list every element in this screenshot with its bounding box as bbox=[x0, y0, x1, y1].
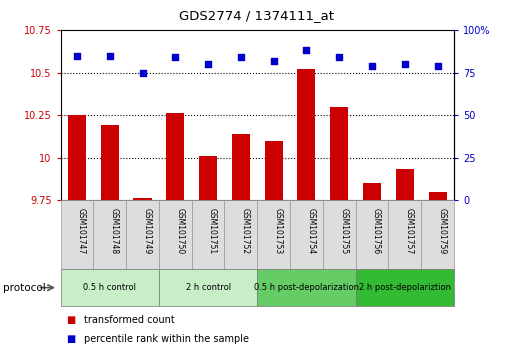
Bar bbox=[159, 200, 192, 269]
Bar bbox=[232, 134, 250, 200]
Bar bbox=[133, 198, 151, 200]
Point bbox=[302, 48, 310, 53]
Point bbox=[171, 55, 180, 60]
Bar bbox=[68, 115, 86, 200]
Bar bbox=[159, 269, 257, 306]
Bar bbox=[126, 200, 159, 269]
Text: GSM101749: GSM101749 bbox=[143, 208, 151, 255]
Bar bbox=[61, 269, 159, 306]
Bar bbox=[323, 200, 356, 269]
Text: transformed count: transformed count bbox=[84, 315, 174, 325]
Text: percentile rank within the sample: percentile rank within the sample bbox=[84, 333, 249, 344]
Point bbox=[269, 58, 278, 63]
Point bbox=[335, 55, 343, 60]
Text: 2 h control: 2 h control bbox=[186, 283, 231, 292]
Bar bbox=[330, 107, 348, 200]
Text: GSM101747: GSM101747 bbox=[77, 208, 86, 255]
Text: 0.5 h post-depolarization: 0.5 h post-depolarization bbox=[254, 283, 359, 292]
Point bbox=[237, 55, 245, 60]
Bar bbox=[388, 200, 421, 269]
Bar bbox=[101, 125, 119, 200]
Bar bbox=[290, 200, 323, 269]
Text: GSM101748: GSM101748 bbox=[110, 208, 119, 255]
Text: GSM101755: GSM101755 bbox=[339, 208, 348, 255]
Text: ■: ■ bbox=[66, 333, 75, 344]
Bar bbox=[93, 200, 126, 269]
Point bbox=[204, 61, 212, 67]
Text: GSM101754: GSM101754 bbox=[306, 208, 315, 255]
Text: GSM101756: GSM101756 bbox=[372, 208, 381, 255]
Bar bbox=[428, 192, 447, 200]
Bar bbox=[257, 200, 290, 269]
Point bbox=[73, 53, 81, 58]
Point bbox=[368, 63, 376, 69]
Text: GSM101759: GSM101759 bbox=[438, 208, 447, 255]
Bar bbox=[199, 156, 217, 200]
Bar bbox=[61, 200, 93, 269]
Bar bbox=[298, 69, 315, 200]
Text: GSM101751: GSM101751 bbox=[208, 208, 217, 255]
Point bbox=[106, 53, 114, 58]
Bar bbox=[396, 170, 414, 200]
Point bbox=[433, 63, 442, 69]
Point bbox=[401, 61, 409, 67]
Bar bbox=[356, 269, 454, 306]
Text: GDS2774 / 1374111_at: GDS2774 / 1374111_at bbox=[179, 9, 334, 22]
Point bbox=[139, 70, 147, 75]
Bar bbox=[421, 200, 454, 269]
Bar bbox=[166, 113, 184, 200]
Text: protocol: protocol bbox=[3, 282, 45, 293]
Bar bbox=[363, 183, 381, 200]
Bar bbox=[257, 269, 356, 306]
Text: GSM101752: GSM101752 bbox=[241, 208, 250, 255]
Bar bbox=[225, 200, 257, 269]
Bar bbox=[265, 141, 283, 200]
Bar bbox=[192, 200, 225, 269]
Text: GSM101757: GSM101757 bbox=[405, 208, 414, 255]
Bar bbox=[356, 200, 388, 269]
Text: 2 h post-depolariztion: 2 h post-depolariztion bbox=[359, 283, 451, 292]
Text: 0.5 h control: 0.5 h control bbox=[83, 283, 136, 292]
Text: GSM101750: GSM101750 bbox=[175, 208, 184, 255]
Text: ■: ■ bbox=[66, 315, 75, 325]
Text: GSM101753: GSM101753 bbox=[273, 208, 283, 255]
